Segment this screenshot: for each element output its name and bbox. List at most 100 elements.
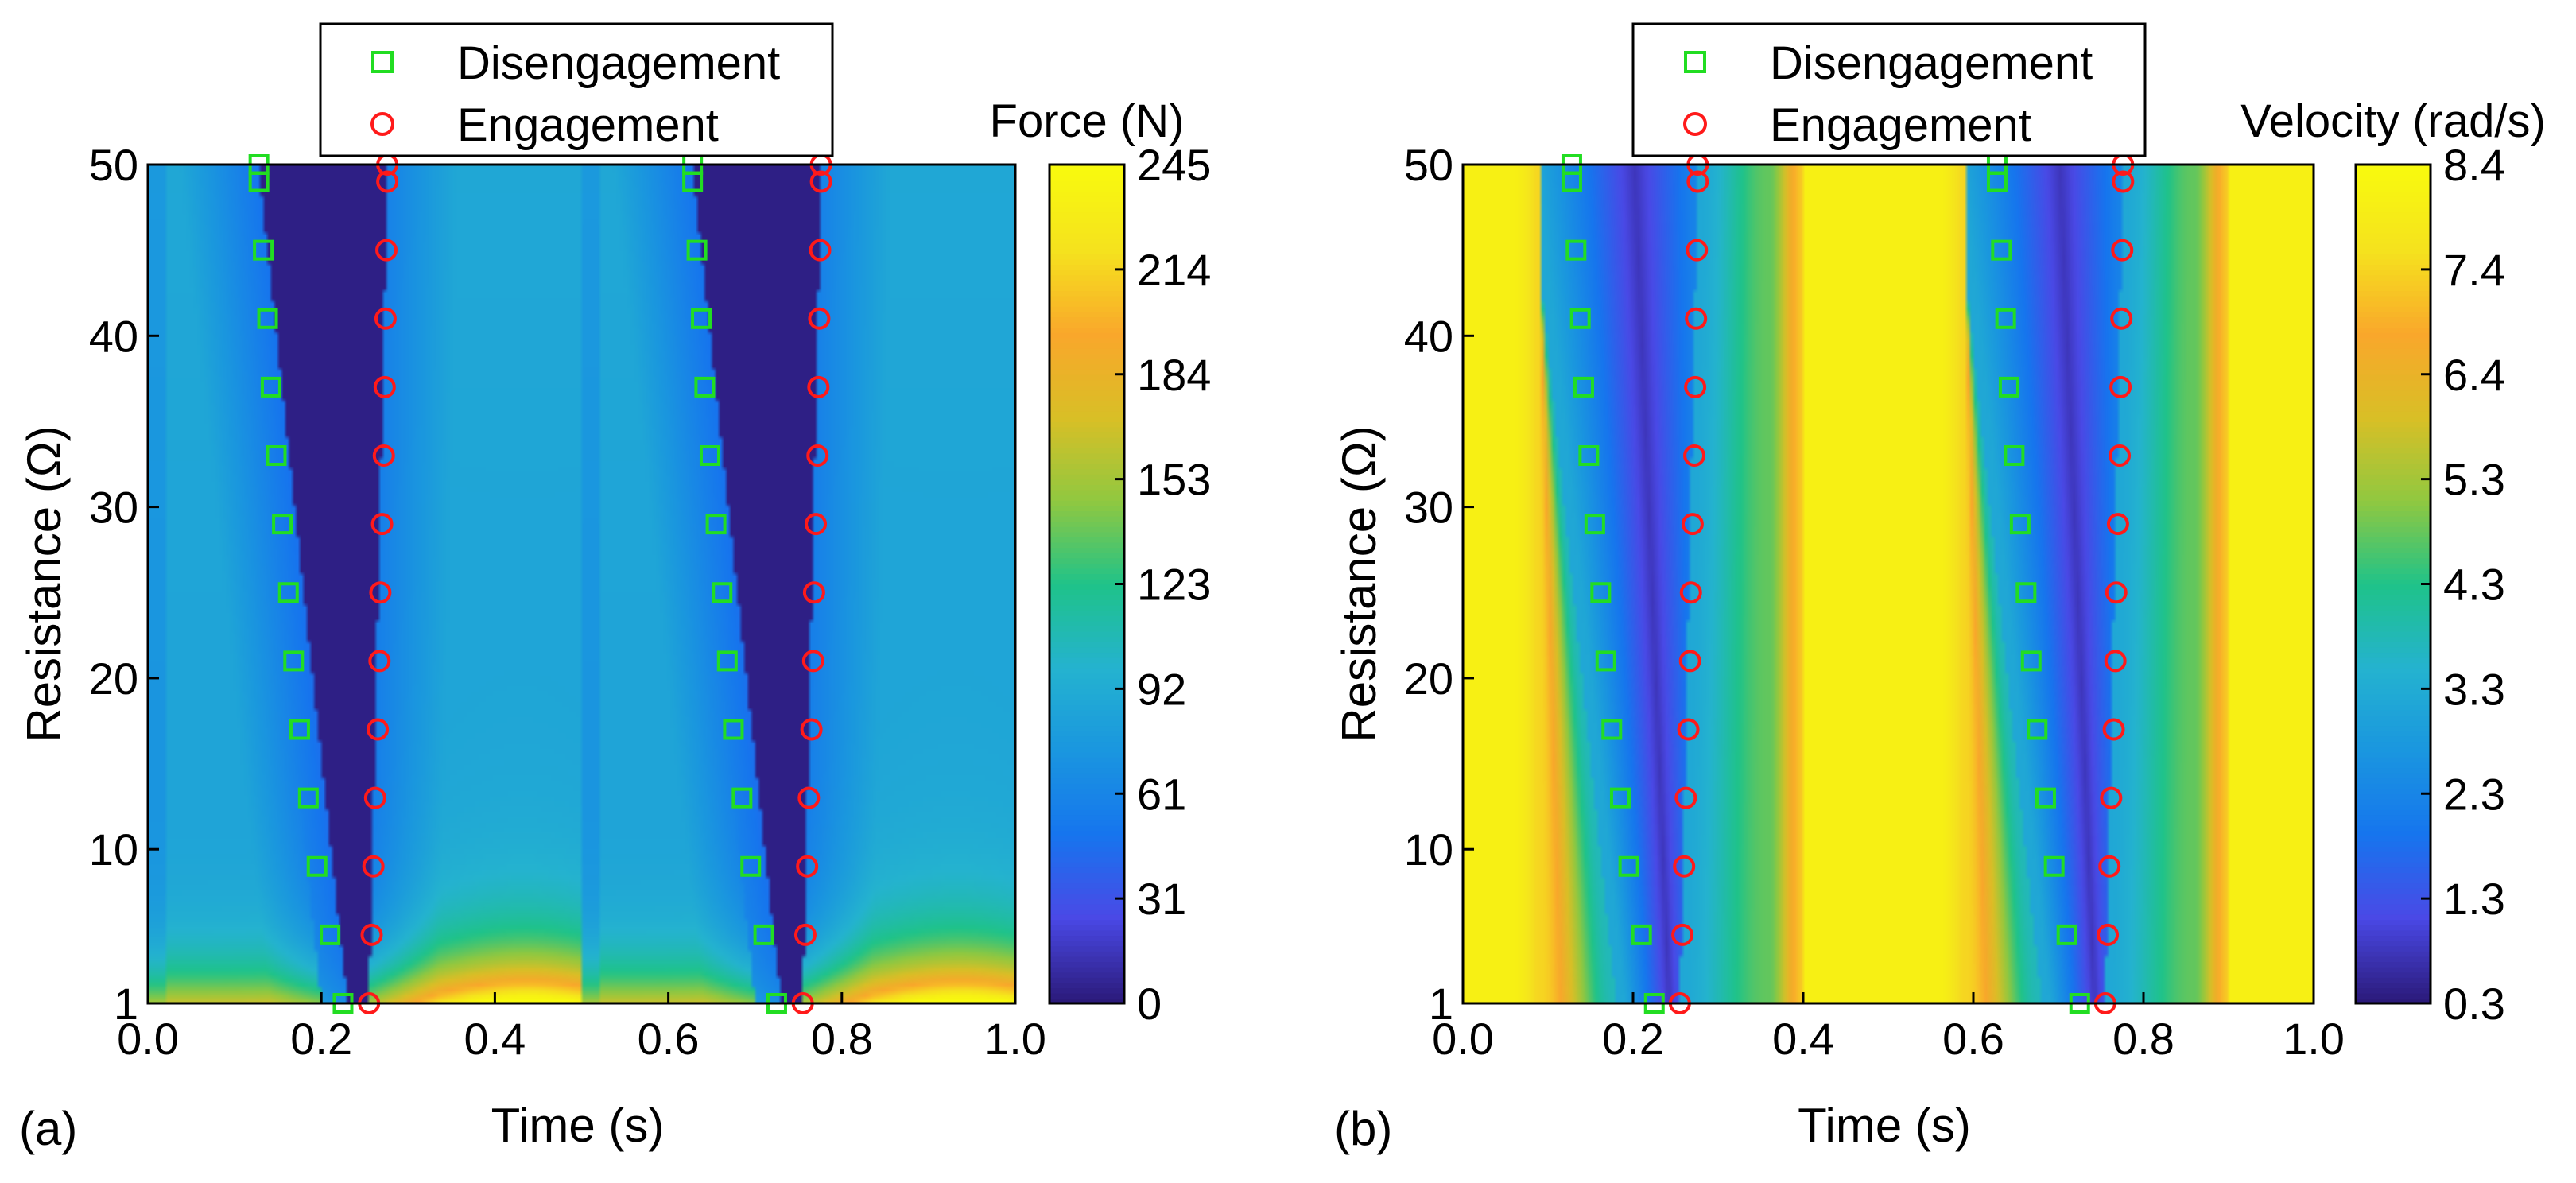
colorbar-step — [1049, 285, 1124, 292]
colorbar-step — [2356, 715, 2431, 721]
colorbar-step — [2356, 165, 2431, 171]
legend: Disengagement Engagement — [1631, 22, 2147, 157]
disengagement-marker — [2043, 855, 2065, 877]
engagement-marker — [2104, 650, 2127, 673]
colorbar-step — [1049, 836, 1124, 842]
colorbar-step — [2356, 316, 2431, 323]
colorbar-step — [1049, 731, 1124, 737]
colorbar-step — [1049, 919, 1124, 925]
colorbar-step — [2356, 610, 2431, 616]
disengagement-marker — [1569, 308, 1591, 329]
colorbar-step — [1049, 620, 1124, 627]
colorbar-step — [1049, 175, 1124, 181]
colorbar-step — [2356, 541, 2431, 549]
colorbar-step — [2356, 510, 2431, 517]
colorbar-step — [2356, 358, 2431, 365]
colorbar-step — [2356, 630, 2431, 638]
disengagement-marker — [289, 719, 310, 740]
colorbar-step — [2356, 206, 2431, 213]
panel-label: (a) — [19, 1102, 77, 1155]
colorbar-step — [2356, 374, 2431, 381]
colorbar-step — [1049, 678, 1124, 685]
colorbar-step — [1049, 206, 1124, 213]
engagement-series — [1668, 153, 2135, 1014]
colorbar-step — [1049, 604, 1124, 611]
colorbar-step — [2356, 238, 2431, 244]
colorbar-step — [2356, 903, 2431, 910]
colorbar-step — [2356, 495, 2431, 501]
engagement-marker — [808, 307, 831, 330]
colorbar-step — [2356, 463, 2431, 470]
colorbar-step — [1049, 384, 1124, 391]
engagement-marker — [806, 444, 829, 467]
engagement-marker — [2097, 923, 2120, 946]
colorbar-step — [1049, 709, 1124, 716]
colorbar-step — [1049, 426, 1124, 433]
colorbar-step — [1049, 814, 1124, 821]
colorbar-step — [1049, 783, 1124, 789]
colorbar-step — [2356, 688, 2431, 695]
colorbar-step — [1049, 379, 1124, 386]
colorbar-step — [1049, 898, 1124, 905]
x-tick-label: 1.0 — [984, 1014, 1046, 1064]
colorbar-step — [1049, 772, 1124, 779]
colorbar-step — [2356, 395, 2431, 401]
x-tick-label: 0.4 — [1772, 1014, 1834, 1064]
colorbar-step — [1049, 432, 1124, 438]
engagement-marker — [2111, 239, 2134, 262]
colorbar-step — [1049, 374, 1124, 381]
colorbar-step — [2356, 783, 2431, 789]
colorbar-tick-label: 1.3 — [2443, 874, 2505, 924]
colorbar-step — [1049, 405, 1124, 412]
colorbar-step — [1049, 557, 1124, 564]
colorbar-step — [1049, 531, 1124, 537]
colorbar-step — [1049, 468, 1124, 475]
colorbar-step — [1049, 935, 1124, 941]
colorbar-step — [2356, 998, 2431, 1004]
plot-frame — [1461, 163, 2315, 1005]
colorbar-step — [1049, 311, 1124, 318]
x-tick-label: 0.4 — [464, 1014, 526, 1064]
colorbar-step — [2356, 190, 2431, 197]
engagement-marker — [1686, 239, 1709, 262]
colorbar-step — [1049, 668, 1124, 674]
colorbar-step — [1049, 316, 1124, 323]
colorbar-step — [1049, 820, 1124, 826]
colorbar-step — [2356, 731, 2431, 737]
colorbar-step — [1049, 295, 1124, 302]
colorbar-step — [1049, 741, 1124, 747]
disengagement-marker — [266, 445, 287, 467]
colorbar-step — [2356, 363, 2431, 370]
colorbar-step — [2356, 704, 2431, 711]
colorbar-step — [2356, 201, 2431, 208]
colorbar-step — [2356, 987, 2431, 994]
colorbar-step — [1049, 258, 1124, 266]
colorbar-step — [1049, 746, 1124, 753]
colorbar-step — [1049, 872, 1124, 879]
colorbar-step — [1049, 972, 1124, 978]
colorbar-step — [2356, 693, 2431, 700]
legend-circle-icon — [370, 112, 394, 136]
engagement-marker — [375, 239, 398, 262]
colorbar-step — [2356, 584, 2431, 590]
colorbar-step — [1049, 662, 1124, 669]
colorbar-step — [2356, 196, 2431, 202]
disengagement-marker — [283, 650, 305, 672]
y-tick-label: 1 — [1429, 979, 1453, 1029]
colorbar-step — [2356, 458, 2431, 464]
colorbar-step — [2356, 913, 2431, 921]
colorbar-step — [1049, 436, 1124, 444]
colorbar-step — [1049, 657, 1124, 664]
disengagement-marker — [1578, 445, 1600, 467]
engagement-marker — [1678, 650, 1701, 673]
y-tick-label: 50 — [89, 140, 138, 190]
colorbar-step — [2356, 830, 2431, 836]
colorbar-step — [1049, 778, 1124, 784]
colorbar-step — [1049, 290, 1124, 297]
disengagement-marker — [1601, 719, 1623, 740]
colorbar-step — [1049, 264, 1124, 270]
disengagement-marker — [2035, 787, 2056, 809]
colorbar-step — [1049, 846, 1124, 852]
colorbar-tick-label: 61 — [1137, 769, 1186, 819]
colorbar-step — [1049, 363, 1124, 370]
